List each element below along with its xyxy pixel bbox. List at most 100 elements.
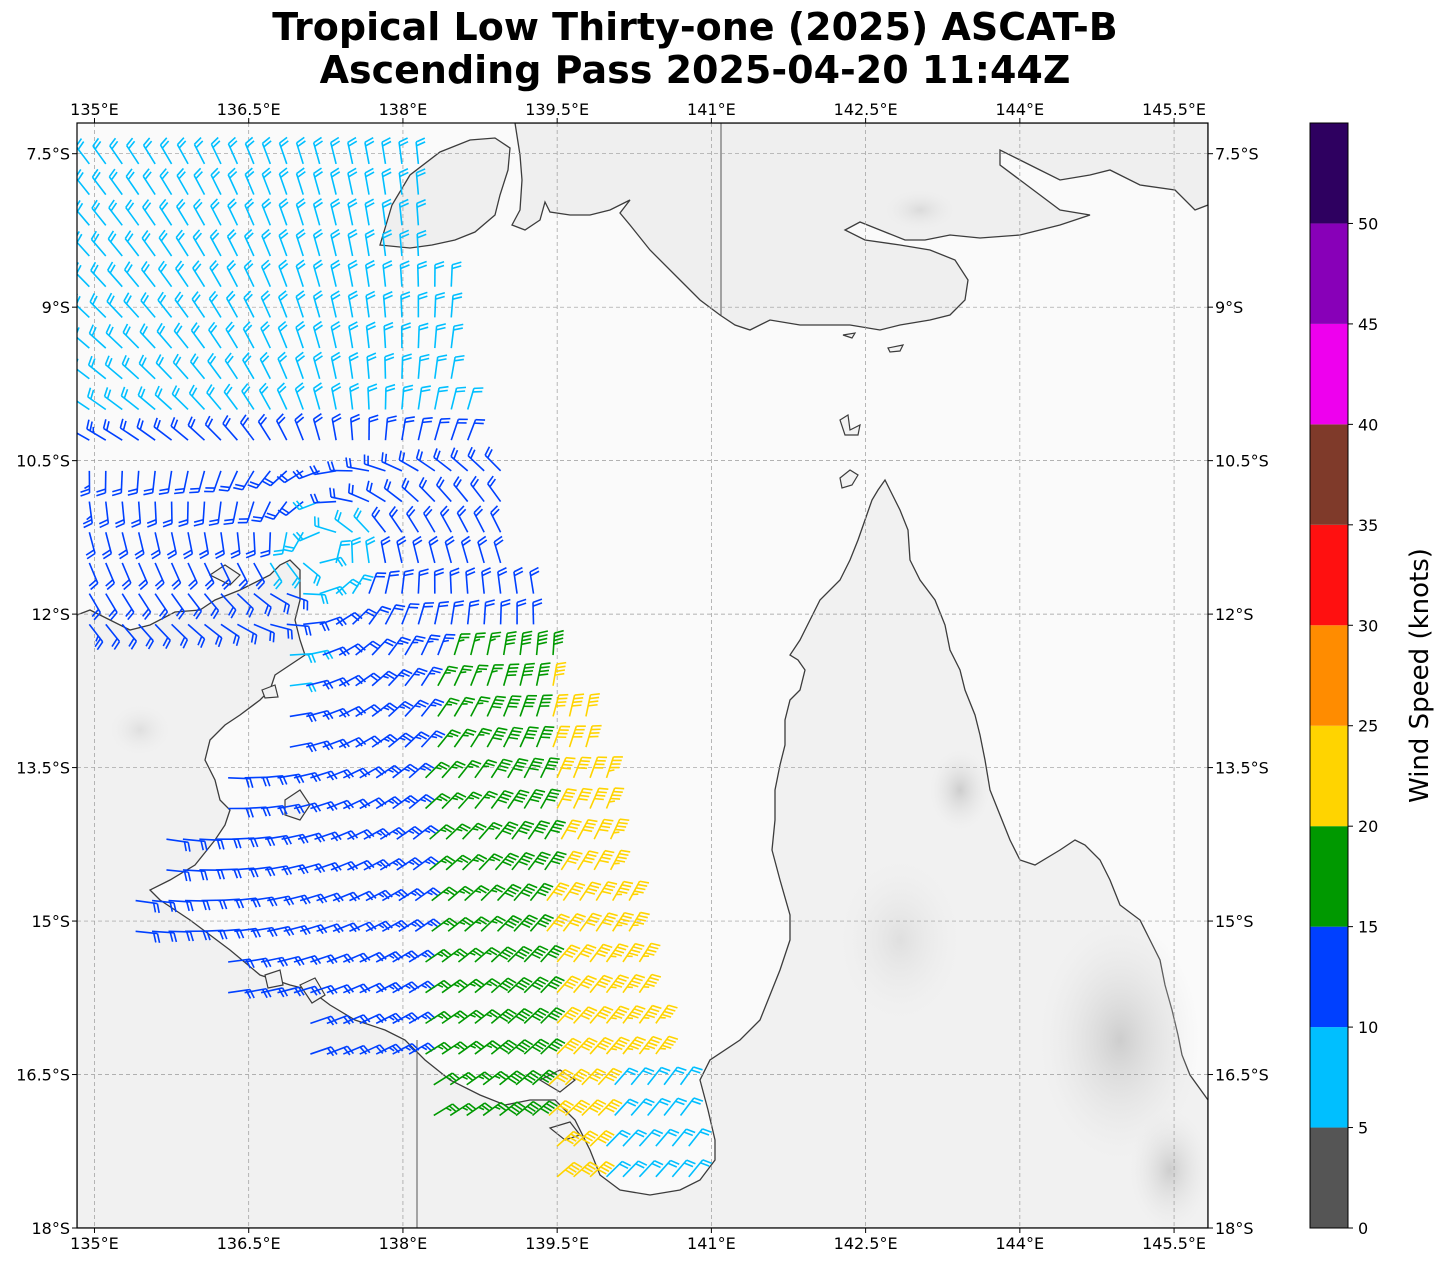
wind-barb [552, 661, 567, 686]
wind-barb-flag [494, 539, 504, 547]
colorbar-segment [1310, 725, 1348, 827]
wind-barb-flag [385, 673, 395, 680]
wind-barb [210, 136, 222, 165]
wind-barb-flag [368, 418, 379, 423]
wind-barb-flag [497, 1073, 506, 1080]
wind-barb [396, 825, 423, 840]
wind-barb-flag [651, 1131, 661, 1138]
wind-barb [614, 1067, 639, 1086]
wind-barb-flag [608, 912, 618, 917]
wind-barb-flag [88, 324, 94, 334]
wind-barb-flag [375, 1045, 384, 1054]
wind-barb-flag [249, 778, 254, 788]
wind-barb-flag [453, 983, 460, 988]
wind-barb-flag [313, 382, 322, 389]
wind-barb [679, 1066, 703, 1086]
wind-barb [363, 454, 386, 472]
wind-barb-flag [569, 978, 579, 984]
wind-barb [412, 856, 440, 871]
wind-barb-flag [598, 787, 609, 791]
wind-barb-flag [244, 355, 252, 364]
wind-barb [210, 198, 222, 226]
wind-barb-flag [515, 984, 525, 991]
wind-barb [457, 947, 485, 963]
wind-barb-flag [362, 983, 371, 992]
wind-barb-flag [261, 355, 270, 364]
wind-barb [261, 136, 272, 165]
wind-barb [433, 448, 452, 472]
wind-barb-flag [508, 736, 519, 740]
wind-barb [153, 417, 173, 441]
wind-barb-flag [531, 953, 541, 959]
wind-barb-flag [491, 855, 501, 862]
wind-barb-flag [506, 634, 517, 638]
wind-barb-flag [504, 948, 514, 955]
wind-barb-flag [420, 731, 430, 738]
wind-barb-flag [627, 1047, 634, 1051]
wind-barb-flag [431, 735, 438, 739]
wind-barb-flag [295, 531, 304, 540]
wind-barb-flag [618, 921, 628, 926]
wind-barb-flag [259, 416, 268, 426]
wind-barb-flag [105, 421, 110, 431]
wind-barb-flag [605, 1161, 615, 1167]
wind-barb-flag [339, 616, 347, 626]
wind-barb-flag [107, 261, 114, 271]
wind-barb-flag [419, 568, 429, 573]
wind-barb-flag [347, 862, 355, 871]
wind-barb-flag [418, 295, 428, 300]
wind-barb [250, 926, 278, 937]
wind-barb-flag [600, 1135, 610, 1142]
wind-barb-flag [362, 798, 371, 807]
wind-barb-flag [173, 322, 181, 332]
wind-barb-flag [647, 979, 657, 985]
wind-barb-flag [617, 1008, 628, 1014]
wind-barb-flag [475, 947, 485, 955]
wind-barb-flag [108, 326, 114, 336]
wind-barb [227, 198, 239, 226]
wind-barb-flag [652, 1004, 662, 1010]
wind-barb-flag [416, 888, 426, 896]
wind-barb-flag [125, 168, 133, 177]
wind-barb [277, 500, 304, 517]
wind-barb-flag [552, 978, 563, 985]
wind-barb-flag [469, 952, 476, 956]
wind-barb-flag [420, 798, 427, 803]
wind-barb-flag [279, 232, 289, 240]
wind-barb-flag [661, 1066, 671, 1072]
wind-barb [470, 664, 489, 687]
wind-barb-flag [500, 602, 511, 607]
wind-barb-flag [366, 325, 376, 331]
wind-barb-flag [175, 229, 183, 238]
wind-barb-flag [661, 1097, 671, 1103]
wind-barb-flag [425, 793, 435, 801]
wind-barb-flag [510, 733, 520, 737]
wind-barb-flag [521, 1041, 531, 1048]
wind-barb [257, 413, 271, 441]
wind-barb [77, 390, 90, 411]
colorbar-segment [1310, 123, 1348, 224]
wind-barb-flag [440, 981, 449, 990]
wind-barb-flag [421, 1046, 428, 1051]
wind-barb-flag [268, 927, 274, 937]
wind-barb [573, 1161, 599, 1178]
wind-barb [387, 668, 413, 687]
wind-barb [342, 1044, 371, 1055]
wind-barb-flag [277, 320, 287, 329]
wind-barb-flag [677, 1066, 687, 1072]
wind-barb [319, 585, 347, 596]
wind-barb-flag [330, 461, 336, 471]
wind-barb-flag [554, 672, 565, 676]
wind-barb-flag [588, 1076, 599, 1082]
wind-barb-flag [382, 171, 392, 178]
wind-barb [312, 167, 323, 195]
wind-barb-flag [418, 477, 425, 487]
wind-barb-flag [70, 420, 72, 429]
wind-barb [572, 787, 593, 809]
wind-barb-flag [348, 201, 358, 209]
wind-barb-flag [613, 1045, 623, 1051]
wind-barb-flag [352, 922, 361, 931]
wind-barb-flag [541, 885, 552, 891]
wind-barb-flag [507, 977, 517, 984]
x-tick-label: 144°E [996, 100, 1045, 119]
